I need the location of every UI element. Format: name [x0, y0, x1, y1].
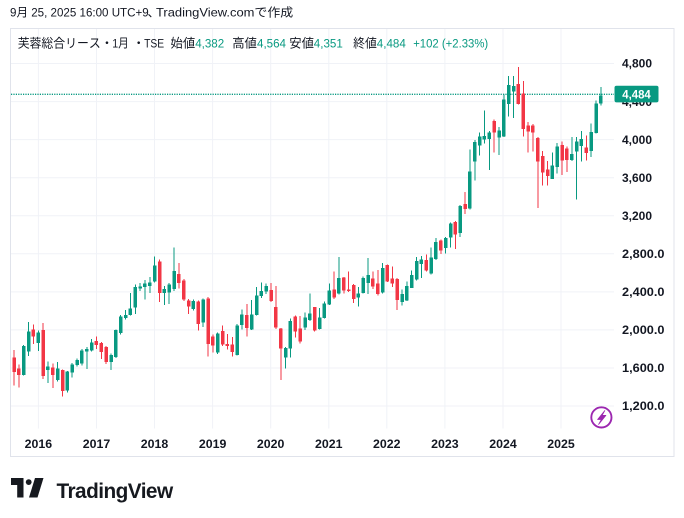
svg-text:+102 (+2.33%): +102 (+2.33%) — [413, 37, 488, 51]
svg-text:2023: 2023 — [431, 437, 459, 451]
svg-text:TradingView.comで作成: TradingView.comで作成 — [156, 6, 293, 20]
svg-text:4,382: 4,382 — [195, 37, 224, 51]
svg-text:4,351: 4,351 — [314, 37, 343, 51]
svg-text:2025: 2025 — [547, 437, 575, 451]
svg-text:9月 25, 2025 16:00 UTC+9: 9月 25, 2025 16:00 UTC+9 — [10, 6, 149, 20]
svg-text:2,800.0: 2,800.0 — [622, 247, 665, 261]
svg-text:2017: 2017 — [83, 437, 111, 451]
svg-text:・: ・ — [101, 37, 113, 51]
svg-text:2018: 2018 — [141, 437, 169, 451]
svg-text:2,400.0: 2,400.0 — [622, 285, 665, 299]
svg-text:2022: 2022 — [373, 437, 401, 451]
svg-text:高値: 高値 — [232, 36, 257, 51]
svg-text:1,200.0: 1,200.0 — [622, 399, 665, 413]
svg-text:3,200: 3,200 — [622, 209, 652, 223]
svg-text:TSE: TSE — [144, 37, 164, 51]
svg-text:4,564: 4,564 — [257, 37, 286, 51]
svg-text:2019: 2019 — [199, 437, 227, 451]
svg-text:芙蓉総合リース: 芙蓉総合リース — [18, 36, 101, 51]
svg-text:2,000.0: 2,000.0 — [622, 323, 665, 337]
svg-text:終値: 終値 — [353, 36, 377, 51]
svg-text:TradingView: TradingView — [57, 480, 174, 503]
svg-text:3,600: 3,600 — [622, 171, 652, 185]
svg-text:4,000: 4,000 — [622, 133, 652, 147]
svg-text:1月: 1月 — [112, 37, 129, 51]
svg-text:4,484: 4,484 — [622, 87, 651, 101]
svg-text:2016: 2016 — [25, 437, 53, 451]
svg-text:安値: 安値 — [289, 36, 314, 51]
svg-text:4,484: 4,484 — [377, 37, 406, 51]
svg-text:1,600.0: 1,600.0 — [622, 361, 665, 375]
svg-text:2021: 2021 — [315, 437, 343, 451]
svg-text:・: ・ — [133, 37, 145, 51]
svg-text:2024: 2024 — [489, 437, 517, 451]
svg-text:2020: 2020 — [257, 437, 285, 451]
svg-text:始値: 始値 — [171, 36, 196, 51]
svg-text:、: 、 — [148, 6, 160, 20]
svg-text:4,800: 4,800 — [622, 57, 652, 71]
